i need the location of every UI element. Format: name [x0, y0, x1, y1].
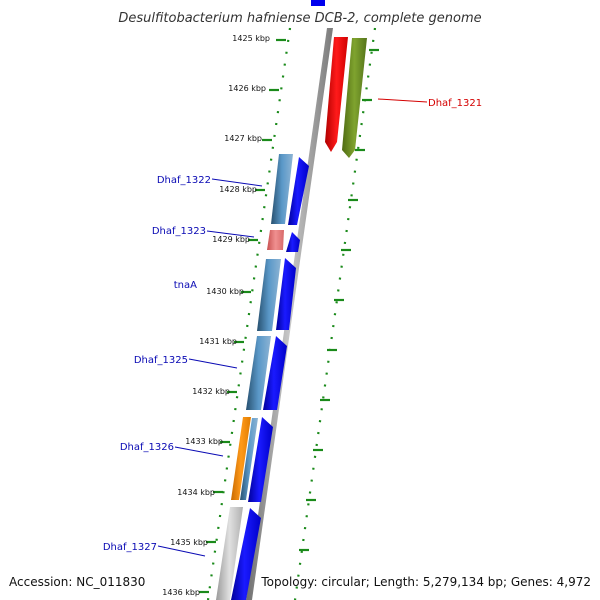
kbp-labels: 1425 kbp 1426 kbp 1427 kbp 1428 kbp 1429… — [162, 34, 270, 597]
outer-tick-ring — [293, 27, 377, 600]
gene-dhaf-1326-orange — [231, 417, 251, 500]
gene-label-dhaf-1322[interactable]: Dhaf_1322 — [157, 175, 211, 186]
cds-arrow-1326 — [248, 417, 273, 502]
outer-major-ticks — [299, 48, 379, 552]
kbp-label: 1425 kbp — [232, 34, 270, 43]
kbp-label: 1432 kbp — [192, 387, 230, 396]
kbp-label: 1431 kbp — [199, 337, 237, 346]
kbp-label: 1434 kbp — [177, 488, 215, 497]
gene-label-dhaf-1327[interactable]: Dhaf_1327 — [103, 542, 157, 553]
kbp-label: 1426 kbp — [228, 84, 266, 93]
gene-tnaA — [257, 259, 281, 331]
cds-arrow-1325 — [263, 336, 287, 410]
gene-dhaf-1322 — [271, 154, 293, 224]
gene-label-dhaf-1325[interactable]: Dhaf_1325 — [134, 355, 188, 366]
kbp-label: 1430 kbp — [206, 287, 244, 296]
cds-arrow-1323 — [286, 232, 300, 252]
kbp-label: 1433 kbp — [185, 437, 223, 446]
kbp-label: 1435 kbp — [170, 538, 208, 547]
kbp-label: 1429 kbp — [212, 235, 250, 244]
gene-dhaf-1323 — [267, 230, 284, 250]
kbp-label: 1436 kbp — [162, 588, 200, 597]
gene-label-dhaf-1321[interactable]: Dhaf_1321 — [428, 98, 482, 109]
gene-dhaf-1327 — [216, 507, 243, 600]
cds-arrow-1322 — [288, 157, 309, 225]
genome-title: Desulfitobacterium hafniense DCB-2, comp… — [118, 11, 481, 26]
gene-label-dhaf-1326[interactable]: Dhaf_1326 — [120, 442, 174, 453]
gene-dhaf-1321-olive — [342, 38, 367, 158]
gene-label-tnaA[interactable]: tnaA — [174, 280, 197, 291]
top-cds-fragment — [311, 0, 325, 6]
kbp-label: 1427 kbp — [224, 134, 262, 143]
cds-arrow-tnaA — [276, 258, 296, 330]
kbp-label: 1428 kbp — [219, 185, 257, 194]
topology-text: Topology: circular; Length: 5,279,134 bp… — [260, 575, 591, 589]
gene-label-dhaf-1323[interactable]: Dhaf_1323 — [152, 226, 206, 237]
inner-tick-ring — [206, 27, 292, 600]
inner-major-ticks — [199, 38, 286, 594]
gene-dhaf-1326-steel — [240, 418, 258, 500]
gene-dhaf-1321-red — [325, 37, 348, 152]
accession-text: Accession: NC_011830 — [9, 575, 145, 589]
cds-arrow-1327 — [231, 508, 261, 600]
gene-leader-lines — [157, 98, 428, 557]
gene-dhaf-1325 — [246, 336, 271, 410]
